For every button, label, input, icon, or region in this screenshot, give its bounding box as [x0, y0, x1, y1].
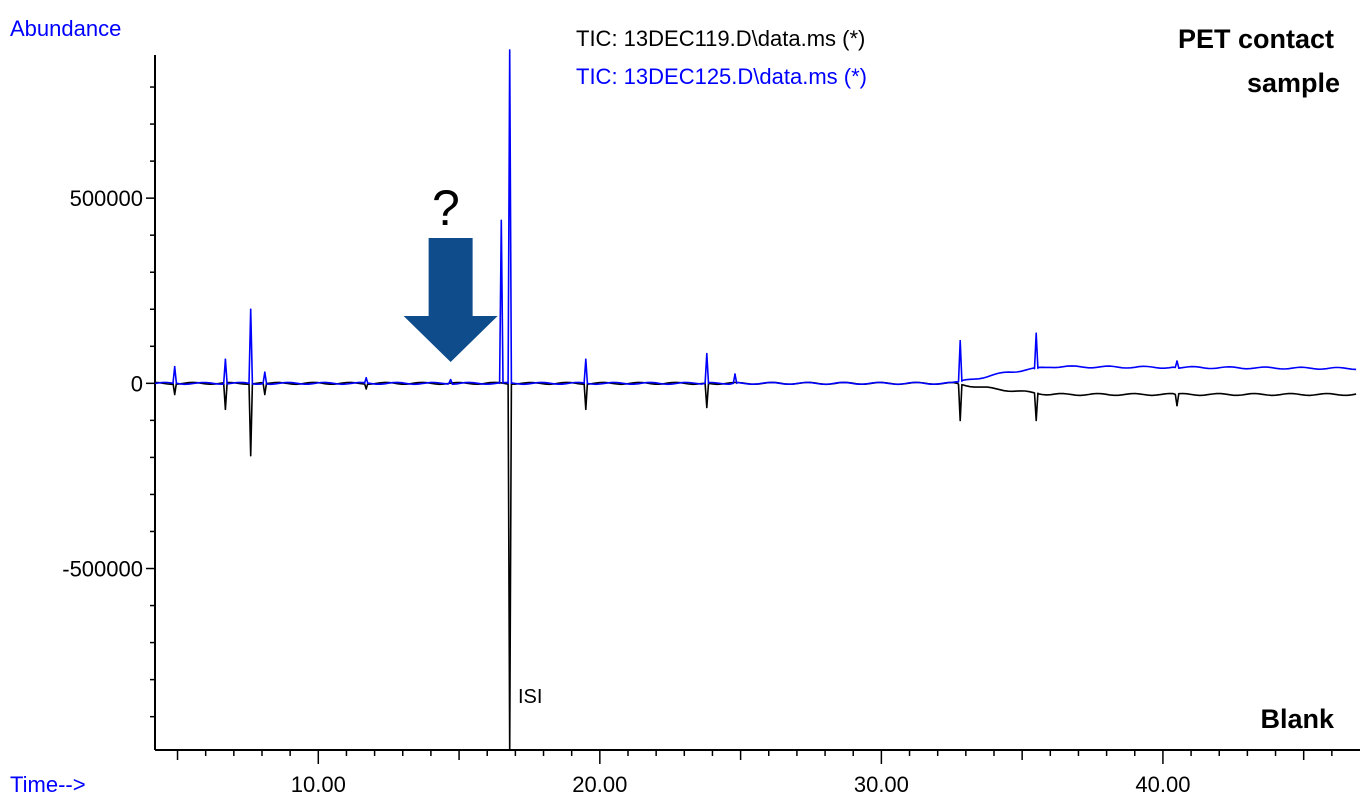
peak-point [224, 408, 227, 411]
x-tick-label: 20.00 [572, 772, 627, 797]
annotation-pet-contact: PET contact [1178, 24, 1334, 54]
annotation-isi: ISI [518, 686, 542, 708]
peak-point [365, 388, 367, 390]
y-tick-label: -500000 [62, 557, 143, 582]
peak-point [1035, 332, 1038, 335]
peak-point [449, 378, 452, 381]
peak-point [584, 358, 587, 361]
peak-point [173, 365, 176, 368]
peak-point [1176, 404, 1178, 407]
peak-point [584, 408, 587, 411]
y-axis-label: Abundance [10, 16, 121, 41]
series-line-0 [154, 381, 1357, 751]
peak-point [508, 49, 511, 51]
y-tick-label: 0 [131, 371, 143, 396]
peak-point [249, 454, 252, 457]
y-tick-label: 500000 [70, 186, 143, 211]
y-ticks: 500000 0 -500000 [62, 86, 155, 718]
x-tick-label: 40.00 [1135, 772, 1190, 797]
legend-entry-black: TIC: 13DEC119.D\data.ms (*) [576, 26, 865, 51]
peak-point [959, 339, 962, 342]
x-axis-label: Time--> [10, 772, 86, 797]
peak-point [706, 406, 708, 409]
peak-point [249, 308, 252, 311]
x-ticks: 10.00 20.00 30.00 40.00 [176, 750, 1333, 797]
peak-point [173, 393, 176, 396]
peak-point [365, 376, 367, 379]
peak-point [264, 393, 266, 396]
x-tick-label: 10.00 [291, 772, 346, 797]
series-layer [154, 49, 1357, 751]
annotation-question-mark: ? [432, 180, 460, 236]
peak-point [508, 749, 511, 751]
peak-point [264, 371, 266, 374]
x-tick-label: 30.00 [854, 772, 909, 797]
series-line-1 [154, 49, 1357, 386]
peak-point [734, 373, 736, 375]
peak-point [500, 219, 503, 222]
peak-point [706, 352, 708, 355]
peak-point [1176, 360, 1178, 362]
peak-point [224, 358, 227, 361]
peak-point [959, 419, 962, 422]
peak-point [1035, 419, 1038, 422]
annotation-blank: Blank [1260, 704, 1335, 734]
down-arrow-icon [403, 238, 498, 362]
legend-entry-blue: TIC: 13DEC125.D\data.ms (*) [576, 64, 867, 89]
annotation-sample: sample [1247, 68, 1340, 98]
